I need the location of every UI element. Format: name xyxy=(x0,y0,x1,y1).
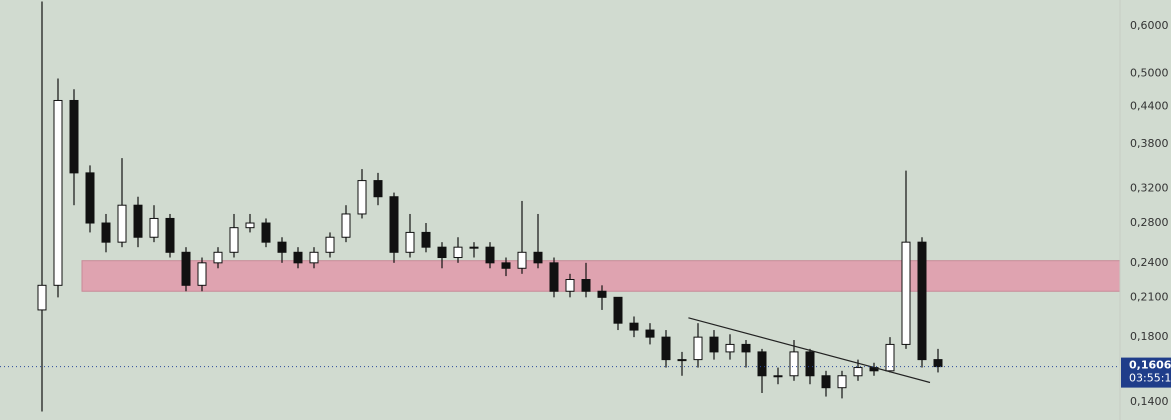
candle-body xyxy=(181,251,191,286)
y-tick-label: 0,2400 xyxy=(1130,256,1169,269)
candle-body xyxy=(405,231,415,253)
candle-body xyxy=(277,241,287,253)
y-tick-label: 0,3200 xyxy=(1130,182,1169,195)
candle-body xyxy=(133,204,143,238)
candle-body xyxy=(821,375,831,389)
candle-body xyxy=(293,251,303,264)
candle-body xyxy=(117,204,127,243)
candle-body xyxy=(661,336,671,361)
candle-body xyxy=(789,351,799,377)
candle-body xyxy=(741,343,751,353)
price-label-box xyxy=(1121,357,1171,388)
candle-body xyxy=(37,284,47,311)
candle-body xyxy=(197,262,207,286)
candle-body xyxy=(437,246,447,259)
candle-body xyxy=(309,251,319,264)
candle-body xyxy=(885,343,895,372)
candle-body xyxy=(229,227,239,253)
zone xyxy=(81,260,1121,292)
y-tick-label: 0,5000 xyxy=(1130,66,1169,79)
candle-body xyxy=(341,213,351,238)
candle-body xyxy=(517,251,527,269)
candle-body xyxy=(805,351,815,377)
candle-body xyxy=(565,279,575,292)
y-tick-label: 0,1800 xyxy=(1130,330,1169,343)
candle-body xyxy=(581,279,591,292)
trendline xyxy=(688,317,931,384)
candle-body xyxy=(725,343,735,353)
candle-body xyxy=(677,359,687,362)
candle-body xyxy=(389,196,399,253)
last-price-label: 0,1606 xyxy=(1129,359,1171,372)
candle-body xyxy=(597,290,607,298)
candle-body xyxy=(501,262,511,269)
y-tick-label: 0,2800 xyxy=(1130,216,1169,229)
candle-body xyxy=(213,251,223,264)
candle-body xyxy=(469,246,479,249)
candle-body xyxy=(613,296,623,324)
candle-body xyxy=(693,336,703,361)
candle-body xyxy=(245,222,255,229)
candle-body xyxy=(261,222,271,243)
y-tick-label: 0,4400 xyxy=(1130,99,1169,112)
candle-body xyxy=(933,359,943,368)
candle-body xyxy=(421,231,431,248)
candle-body xyxy=(709,336,719,353)
candle-body xyxy=(757,351,767,377)
candle-body xyxy=(549,262,559,292)
y-tick-label: 0,2100 xyxy=(1130,290,1169,303)
candle-body xyxy=(773,375,783,378)
candle-body xyxy=(149,217,159,238)
candle-body xyxy=(533,251,543,264)
candle-body xyxy=(485,246,495,264)
countdown: 03:55:1 xyxy=(1129,372,1171,385)
y-tick-label: 0,6000 xyxy=(1130,19,1169,32)
candle-body xyxy=(101,222,111,243)
candle-body xyxy=(325,236,335,253)
candle-body xyxy=(53,99,63,286)
candle-body xyxy=(357,180,367,215)
candle-body xyxy=(453,246,463,259)
y-tick-label: 0,3800 xyxy=(1130,137,1169,150)
candle-body xyxy=(853,367,863,377)
candle-body xyxy=(373,180,383,198)
y-tick-label: 0,1400 xyxy=(1130,395,1169,408)
candle-body xyxy=(629,322,639,331)
candle-body xyxy=(901,241,911,345)
candle-body xyxy=(85,172,95,224)
candle-body xyxy=(165,217,175,253)
candle-body xyxy=(837,375,847,389)
candle-body xyxy=(69,99,79,174)
candle-body xyxy=(917,241,927,361)
candle-body xyxy=(645,329,655,338)
